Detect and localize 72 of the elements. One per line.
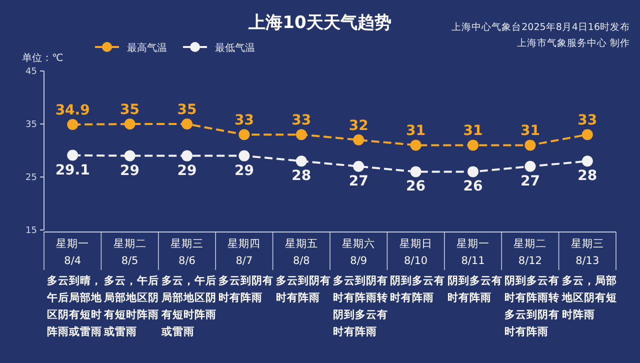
data-label: 29: [120, 162, 140, 179]
point: [296, 156, 307, 167]
point: [582, 156, 593, 167]
data-label: 31: [463, 123, 483, 140]
data-label: 31: [406, 123, 426, 140]
data-label: 32: [348, 118, 368, 134]
text: 多云到阴有时有阵雨转阴到多云有时有阵雨: [333, 274, 388, 338]
最低气温: 29.1 29 29 29 28 27 26 26 27 28: [55, 150, 598, 195]
point: [410, 140, 422, 151]
data-label: 31: [520, 123, 540, 140]
y-tick-label: 35: [26, 120, 37, 130]
data-label: 26: [406, 178, 426, 195]
data-label: 35: [177, 102, 197, 118]
legend-label: 最低气温: [215, 42, 255, 54]
x-tick-label: 星期二 8/12: [514, 238, 547, 267]
data-label: 28: [292, 168, 312, 184]
text: 多云，午后局部地区阴有短时阵雨或雷雨: [103, 274, 160, 338]
text: 上海中心气象台2025年8月4日16时发布: [452, 21, 630, 33]
data-label: 29: [177, 162, 197, 179]
text: 多云，午后局部地区阴有短时阵雨或雷雨: [160, 274, 216, 338]
point: [468, 140, 478, 151]
x-tick-label: 星期三 8/6: [170, 238, 204, 267]
chart-title: 上海10天天气趋势: [248, 13, 392, 33]
point: [238, 150, 250, 162]
x-tick-label: 星期四 8/7: [228, 238, 261, 267]
point: [182, 118, 192, 130]
y-axis-title: 单位：℃: [22, 52, 64, 64]
point: [296, 129, 307, 140]
data-label: 28: [578, 168, 598, 184]
y-tick-label: 15: [26, 226, 37, 236]
point: [182, 150, 192, 162]
x-tick-label: 星期日 8/10: [399, 238, 432, 267]
text: 阴到多云有时有阵雨: [390, 274, 446, 304]
text: 多云到阴有时有阵雨: [276, 274, 331, 304]
data-label: 35: [120, 102, 140, 118]
point: [410, 166, 422, 178]
text: 多云，局部地区阴有短时阵雨: [560, 274, 617, 321]
y-tick-label: 25: [26, 173, 37, 183]
point: [124, 150, 136, 162]
x-tick-label: 星期二 8/5: [113, 238, 146, 267]
data-label: 27: [520, 173, 540, 190]
point: [468, 166, 478, 178]
data-label: 33: [292, 112, 312, 129]
point: [124, 118, 136, 130]
x-tick-label: 星期三 8/13: [570, 238, 604, 267]
data-label: 29: [234, 162, 254, 179]
x-tick-label: 星期一 8/4: [56, 238, 90, 267]
point: [524, 140, 536, 151]
x-tick-label: 星期六 8/9: [342, 237, 376, 267]
point: [67, 119, 78, 130]
point: [353, 134, 364, 146]
data-label: 33: [578, 112, 598, 129]
text: 上海市气象服务中心 制作: [516, 37, 630, 49]
text: 阴到多云有时有阵雨转多云到阴有时有阵雨: [504, 274, 560, 338]
data-label: 26: [463, 178, 483, 195]
point: [238, 129, 250, 140]
最高气温: 34.9 35 35 33 33 32 31 31 31 33: [55, 102, 598, 151]
x-tick-label: 星期五 8/8: [284, 238, 318, 267]
point: [67, 150, 78, 161]
data-label: 33: [234, 112, 254, 129]
text: 多云到阴有时有阵雨: [218, 274, 274, 304]
data-label: 29.1: [55, 162, 90, 178]
text: 阴到多云有时有阵雨: [447, 274, 502, 304]
point: [524, 160, 536, 172]
legend-label: 最高气温: [127, 42, 167, 54]
text: 多云到晴，午后局部地区阴有短时阵雨或雷雨: [46, 274, 103, 338]
point: [353, 160, 364, 172]
point: [582, 129, 593, 140]
x-tick-label: 星期一 8/11: [456, 238, 490, 267]
data-label: 27: [348, 173, 368, 190]
data-label: 34.9: [55, 102, 90, 119]
y-tick-label: 45: [26, 67, 37, 77]
